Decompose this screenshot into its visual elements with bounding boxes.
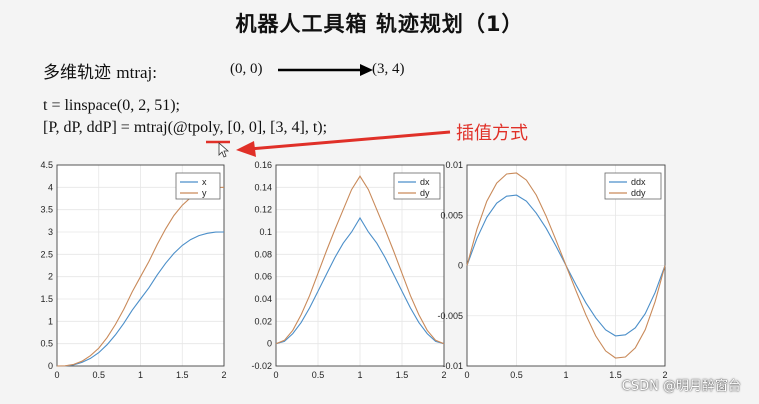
chart-1-ytick-label: 1 — [48, 316, 53, 326]
chart-2-ytick-label: 0.16 — [254, 160, 272, 170]
chart-1-ytick-label: 3.5 — [40, 205, 53, 215]
chart-1-xtick-label: 0 — [54, 370, 59, 380]
trajectory-label: 多维轨迹 — [43, 63, 111, 83]
chart-2-ytick-label: 0.08 — [254, 249, 272, 259]
chart-2-legend — [393, 172, 441, 200]
chart-3-xtick-label: 1.5 — [609, 370, 622, 380]
chart-1-legend — [175, 172, 221, 200]
end-point: (3, 4) — [372, 61, 405, 77]
chart-3-ytick-label: 0.005 — [440, 210, 463, 220]
chart-2-legend-label-dy: dy — [420, 188, 430, 198]
chart-2-ytick-label: 0.12 — [254, 205, 272, 215]
chart-1-ytick-label: 4.5 — [40, 160, 53, 170]
chart-1-legend-label-x: x — [202, 177, 207, 187]
chart-2-xtick-label: 0.5 — [312, 370, 325, 380]
chart-3-ytick-label: -0.01 — [442, 361, 463, 371]
chart-2-ytick-label: 0.1 — [259, 227, 272, 237]
chart-2-xtick-label: 1 — [357, 370, 362, 380]
chart-3-legend-label-ddx: ddx — [631, 177, 646, 187]
chart-2-ytick-label: -0.02 — [251, 361, 272, 371]
chart-1-ytick-label: 0.5 — [40, 339, 53, 349]
watermark: CSDN @明月醉窗台 — [621, 379, 741, 394]
chart-1-xtick-label: 2 — [221, 370, 226, 380]
interpolation-method-label: 插值方式 — [456, 123, 528, 144]
chart-3-series-ddy-line — [466, 172, 666, 359]
chart-1-ytick-label: 1.5 — [40, 294, 53, 304]
chart-3-xtick-label: 2 — [662, 370, 667, 380]
trajectory-function: mtraj: — [116, 63, 158, 82]
trajectory-heading: 多维轨迹 mtraj: — [43, 58, 157, 83]
chart-2-xtick-label: 1.5 — [396, 370, 409, 380]
chart-1-series-x-line — [56, 231, 225, 367]
chart-2-frame — [275, 164, 445, 367]
chart-2-ytick-label: 0.04 — [254, 294, 272, 304]
chart-1-xtick-label: 1 — [138, 370, 143, 380]
chart-2-xtick-label: 0 — [273, 370, 278, 380]
chart-3-legend-label-ddy: ddy — [631, 188, 646, 198]
chart-1-frame — [56, 164, 225, 367]
code-line-linspace: t = linspace(0, 2, 51); — [43, 97, 180, 114]
chart-1-ytick-label: 2 — [48, 272, 53, 282]
chart-3-ytick-label: 0 — [458, 261, 463, 271]
chart-3-ytick-label: 0.01 — [445, 160, 463, 170]
direction-arrow-icon — [278, 64, 373, 76]
chart-1-ytick-label: 3 — [48, 227, 53, 237]
chart-1-xtick-label: 1.5 — [176, 370, 189, 380]
chart-1-legend-label-y: y — [202, 188, 207, 198]
chart-2-ytick-label: 0.06 — [254, 272, 272, 282]
chart-2-legend-label-dx: dx — [420, 177, 430, 187]
chart-2-ytick-label: 0.14 — [254, 182, 272, 192]
slide-title: 机器人工具箱 轨迹规划（1） — [235, 12, 524, 36]
chart-2-xtick-label: 2 — [441, 370, 446, 380]
chart-2-series-dy-line — [275, 175, 445, 345]
chart-1-xtick-label: 0.5 — [92, 370, 105, 380]
chart-2-ytick-label: 0.02 — [254, 316, 272, 326]
chart-1-ytick-label: 0 — [48, 361, 53, 371]
chart-3-ytick-label: -0.005 — [437, 311, 463, 321]
chart-1-ytick-label: 2.5 — [40, 249, 53, 259]
chart-3-legend — [604, 172, 662, 200]
chart-2-series-dx-line — [275, 216, 445, 345]
chart-3-xtick-label: 0.5 — [510, 370, 523, 380]
chart-3-xtick-label: 0 — [464, 370, 469, 380]
chart-2-ytick-label: 0 — [267, 339, 272, 349]
chart-1-ytick-label: 4 — [48, 182, 53, 192]
start-point: (0, 0) — [230, 61, 263, 77]
chart-3-xtick-label: 1 — [563, 370, 568, 380]
